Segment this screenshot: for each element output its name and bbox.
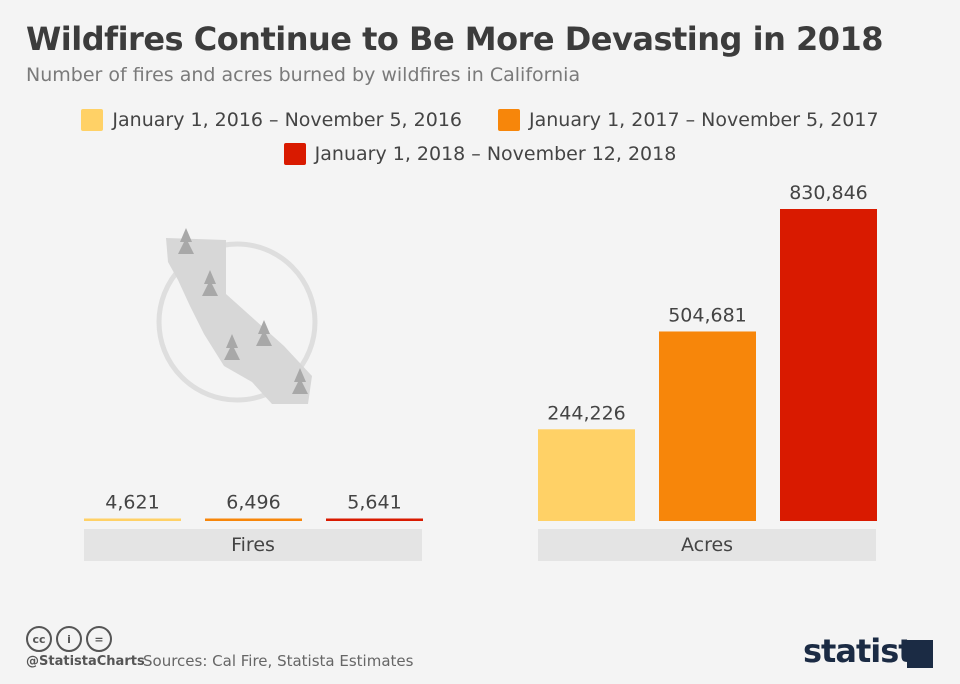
legend-item-2017: January 1, 2017 – November 5, 2017 bbox=[498, 109, 879, 131]
chart-subtitle: Number of fires and acres burned by wild… bbox=[26, 64, 581, 86]
legend-row-2: January 1, 2018 – November 12, 2018 bbox=[0, 143, 960, 165]
legend-swatch-2016 bbox=[81, 109, 104, 131]
category-band-1 bbox=[538, 529, 876, 561]
bar-acres-0 bbox=[538, 429, 635, 521]
bar-fires-1 bbox=[205, 518, 302, 521]
sources-text: Sources: Cal Fire, Statista Estimates bbox=[143, 652, 414, 670]
chart-title: Wildfires Continue to Be More Devasting … bbox=[26, 20, 884, 58]
acres-panel: Acres 244,226 504,681 830,846 bbox=[538, 182, 877, 561]
legend-label-2017: January 1, 2017 – November 5, 2017 bbox=[529, 109, 879, 131]
legend-item-2018: January 1, 2018 – November 12, 2018 bbox=[283, 143, 677, 165]
category-label-1: Acres bbox=[681, 534, 733, 556]
legend-swatch-2018 bbox=[283, 143, 306, 165]
legend-label-2018: January 1, 2018 – November 12, 2018 bbox=[314, 143, 677, 165]
value-label-fires-2: 5,641 bbox=[347, 492, 401, 514]
statista-handle: @StatistaCharts bbox=[26, 654, 145, 669]
category-band-0 bbox=[84, 529, 422, 561]
no-derivatives-icon: = bbox=[86, 626, 112, 652]
attribution-icon: i bbox=[56, 626, 82, 652]
legend-swatch-2017 bbox=[498, 109, 520, 131]
bar-fires-0 bbox=[84, 518, 181, 521]
creative-commons-icon: cc bbox=[26, 626, 52, 652]
fires-panel: Fires 4,621 6,496 5,641 bbox=[84, 492, 423, 561]
value-label-acres-1: 504,681 bbox=[668, 304, 747, 326]
legend-row-1: January 1, 2016 – November 5, 2016 Janua… bbox=[0, 109, 960, 131]
legend-item-2016: January 1, 2016 – November 5, 2016 bbox=[81, 109, 462, 131]
bar-fires-2 bbox=[326, 518, 423, 521]
legend-label-2016: January 1, 2016 – November 5, 2016 bbox=[112, 109, 462, 131]
value-label-fires-0: 4,621 bbox=[105, 492, 159, 514]
category-label-0: Fires bbox=[231, 534, 275, 556]
value-label-acres-0: 244,226 bbox=[547, 402, 626, 424]
statista-logo-mark-icon bbox=[907, 640, 933, 668]
bar-acres-2 bbox=[780, 209, 877, 521]
value-label-acres-2: 830,846 bbox=[789, 182, 868, 204]
value-label-fires-1: 6,496 bbox=[226, 492, 280, 514]
california-wildfire-map-icon bbox=[156, 228, 318, 404]
bar-acres-1 bbox=[659, 331, 756, 521]
license-icons: cc i = bbox=[26, 626, 112, 652]
